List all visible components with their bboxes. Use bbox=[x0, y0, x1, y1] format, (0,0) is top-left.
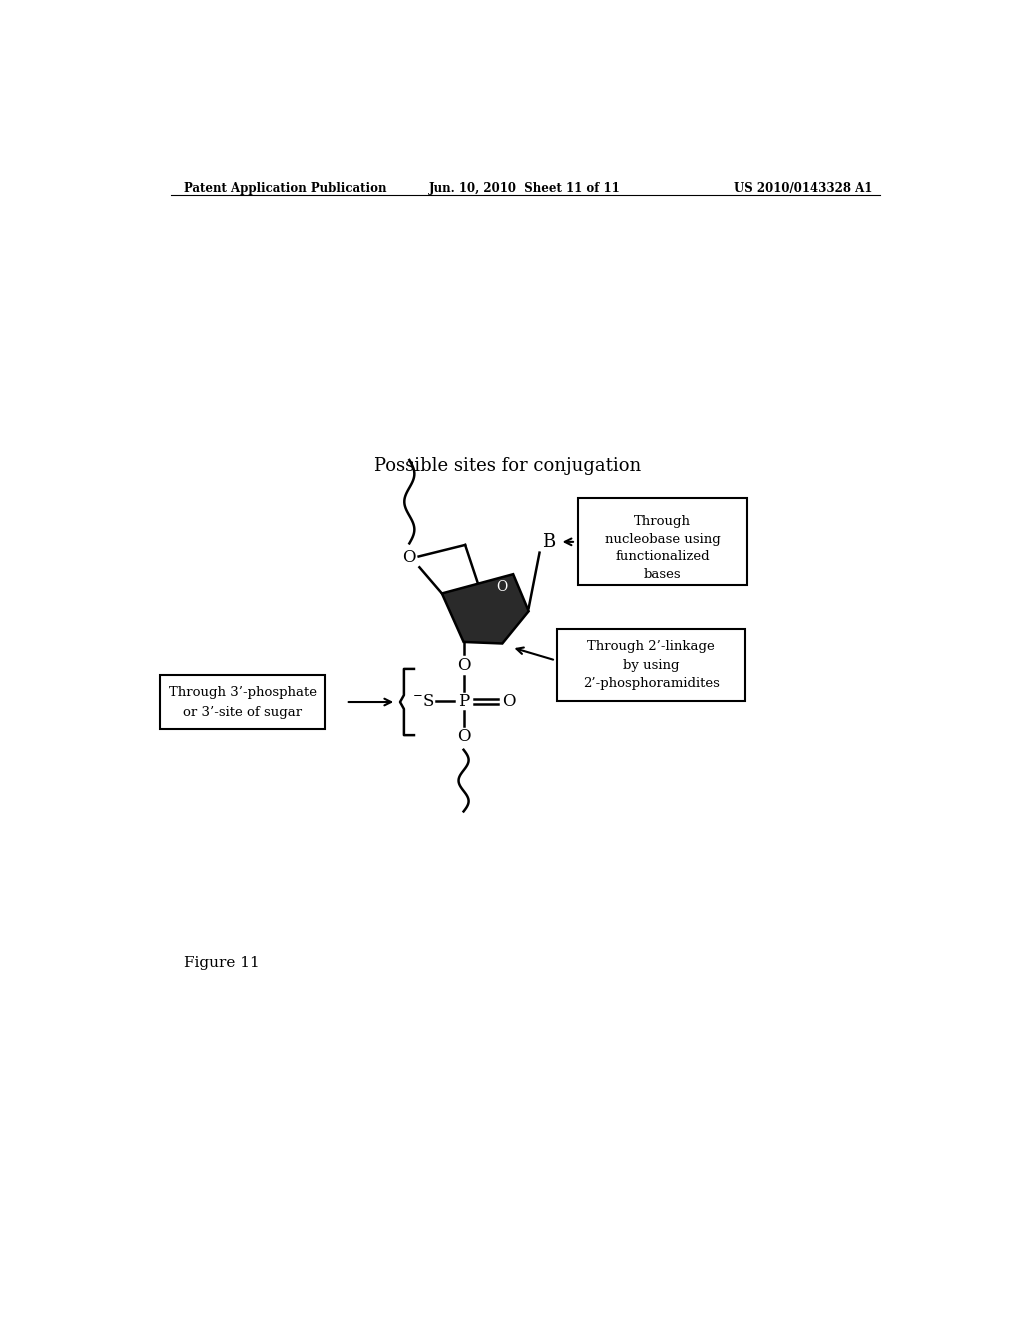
Text: Through: Through bbox=[634, 515, 691, 528]
FancyBboxPatch shape bbox=[579, 499, 748, 585]
Text: or 3’-site of sugar: or 3’-site of sugar bbox=[183, 705, 302, 718]
Text: O: O bbox=[497, 579, 508, 594]
Text: O: O bbox=[502, 693, 515, 710]
Text: nucleobase using: nucleobase using bbox=[605, 533, 721, 545]
Text: B: B bbox=[542, 533, 555, 550]
Text: US 2010/0143328 A1: US 2010/0143328 A1 bbox=[733, 182, 872, 194]
FancyBboxPatch shape bbox=[557, 630, 745, 701]
Text: $^{-}$S: $^{-}$S bbox=[412, 693, 434, 710]
Text: Figure 11: Figure 11 bbox=[183, 956, 259, 970]
Text: Jun. 10, 2010  Sheet 11 of 11: Jun. 10, 2010 Sheet 11 of 11 bbox=[429, 182, 621, 194]
Text: 2’-phosphoramidites: 2’-phosphoramidites bbox=[583, 677, 720, 690]
Text: P: P bbox=[458, 693, 469, 710]
Text: Possible sites for conjugation: Possible sites for conjugation bbox=[374, 458, 641, 475]
Text: O: O bbox=[457, 656, 470, 673]
FancyBboxPatch shape bbox=[160, 675, 326, 729]
Text: bases: bases bbox=[644, 568, 682, 581]
Text: O: O bbox=[457, 729, 470, 746]
Text: O: O bbox=[402, 549, 416, 566]
Text: by using: by using bbox=[623, 659, 679, 672]
Text: Through 2’-linkage: Through 2’-linkage bbox=[587, 640, 715, 653]
Text: functionalized: functionalized bbox=[615, 550, 710, 564]
Polygon shape bbox=[442, 574, 528, 644]
Text: Patent Application Publication: Patent Application Publication bbox=[183, 182, 386, 194]
Text: Through 3’-phosphate: Through 3’-phosphate bbox=[169, 685, 316, 698]
